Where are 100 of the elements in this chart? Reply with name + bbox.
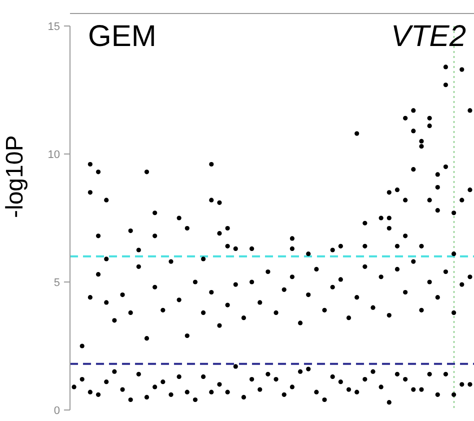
point	[394, 372, 400, 376]
point	[394, 266, 400, 272]
point	[290, 274, 294, 280]
point	[378, 216, 384, 220]
point	[80, 376, 84, 382]
point	[144, 170, 150, 174]
point	[128, 397, 133, 402]
point	[435, 184, 440, 190]
point	[322, 308, 327, 312]
point	[330, 248, 335, 252]
point	[209, 198, 214, 202]
point	[443, 164, 448, 170]
y-tick-label: 10	[48, 149, 60, 161]
point	[378, 384, 384, 390]
point	[120, 387, 125, 392]
point	[354, 390, 360, 394]
y-axis-title: -log10P	[2, 135, 29, 218]
point	[427, 280, 432, 284]
point	[403, 290, 408, 295]
point	[419, 244, 424, 248]
point	[168, 392, 174, 397]
point	[88, 162, 92, 167]
point	[201, 374, 206, 380]
point	[362, 264, 368, 269]
point	[184, 226, 190, 231]
point	[386, 190, 392, 195]
point	[346, 316, 352, 320]
point	[201, 310, 206, 316]
point	[411, 259, 416, 264]
point	[233, 282, 238, 287]
point	[452, 210, 456, 216]
point	[152, 234, 158, 238]
point	[266, 269, 270, 274]
point	[168, 259, 174, 264]
point	[241, 316, 246, 320]
point	[468, 108, 472, 113]
point	[290, 246, 294, 252]
point	[201, 256, 206, 262]
point	[362, 376, 368, 382]
point	[209, 390, 214, 394]
point	[443, 269, 448, 274]
point	[96, 392, 101, 397]
point	[435, 208, 440, 213]
point	[209, 162, 214, 167]
point	[435, 392, 440, 397]
point	[88, 295, 92, 300]
point	[354, 295, 360, 300]
point	[306, 292, 311, 298]
point	[403, 234, 408, 238]
point	[290, 236, 294, 241]
point	[411, 387, 416, 392]
point	[152, 284, 158, 290]
point	[112, 369, 117, 374]
point	[225, 226, 230, 231]
y-tick-label: 0	[54, 405, 60, 417]
point	[427, 198, 432, 202]
point	[370, 305, 376, 310]
point	[217, 200, 222, 205]
point	[96, 234, 101, 238]
point	[460, 67, 464, 72]
point	[225, 244, 230, 248]
point	[176, 374, 182, 380]
point	[314, 390, 319, 394]
point	[443, 64, 448, 70]
point	[362, 244, 368, 248]
point	[136, 248, 141, 252]
point	[128, 310, 133, 316]
point	[104, 256, 109, 262]
point	[136, 372, 141, 376]
point	[176, 216, 182, 220]
point	[411, 167, 416, 172]
point	[403, 116, 408, 120]
point	[427, 116, 432, 120]
point	[144, 394, 150, 400]
point	[282, 287, 286, 292]
point	[160, 380, 166, 384]
point	[266, 372, 270, 376]
point	[338, 277, 343, 282]
point	[427, 372, 432, 376]
point	[403, 376, 408, 382]
point	[419, 308, 424, 312]
point	[225, 390, 230, 394]
point	[184, 333, 190, 338]
point	[184, 390, 190, 394]
point	[192, 280, 198, 284]
y-tick-label: 5	[54, 277, 60, 289]
point	[209, 290, 214, 295]
point	[443, 82, 448, 88]
point	[104, 380, 109, 384]
point	[104, 198, 109, 202]
point	[152, 210, 158, 216]
point	[435, 172, 440, 177]
point	[338, 380, 343, 384]
point	[386, 312, 392, 318]
point	[298, 369, 303, 374]
point	[330, 374, 335, 380]
point	[112, 318, 117, 323]
point	[386, 216, 392, 220]
point	[370, 369, 376, 374]
point	[144, 336, 150, 341]
